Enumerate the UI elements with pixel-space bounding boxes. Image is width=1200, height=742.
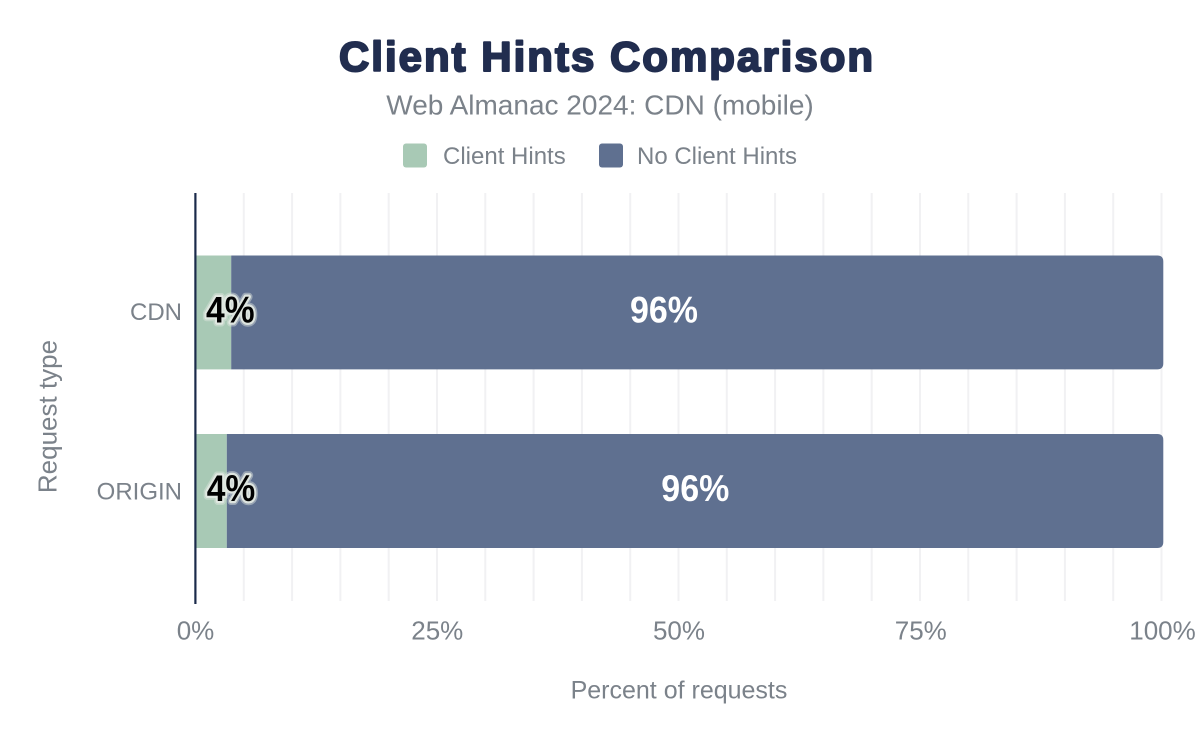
svg-text:4%: 4% [206, 290, 255, 331]
svg-text:50%: 50% [653, 616, 705, 646]
svg-text:4%: 4% [207, 468, 256, 509]
svg-text:Percent of requests: Percent of requests [571, 677, 788, 705]
svg-text:Client Hints Comparison: Client Hints Comparison [339, 33, 875, 80]
svg-text:4%: 4% [206, 290, 255, 331]
svg-text:CDN: CDN [130, 299, 182, 326]
svg-text:96%: 96% [630, 290, 698, 331]
svg-text:96%: 96% [661, 468, 729, 509]
svg-text:ORIGIN: ORIGIN [97, 478, 182, 505]
svg-text:4%: 4% [207, 468, 256, 509]
svg-text:25%: 25% [411, 616, 463, 646]
svg-text:Client Hints: Client Hints [443, 143, 566, 170]
svg-text:Request type: Request type [33, 340, 63, 493]
svg-text:No Client Hints: No Client Hints [637, 143, 797, 170]
svg-text:100%: 100% [1129, 616, 1196, 646]
svg-text:0%: 0% [177, 616, 215, 646]
svg-text:75%: 75% [895, 616, 947, 646]
svg-text:Web Almanac 2024: CDN (mobile): Web Almanac 2024: CDN (mobile) [386, 90, 813, 121]
